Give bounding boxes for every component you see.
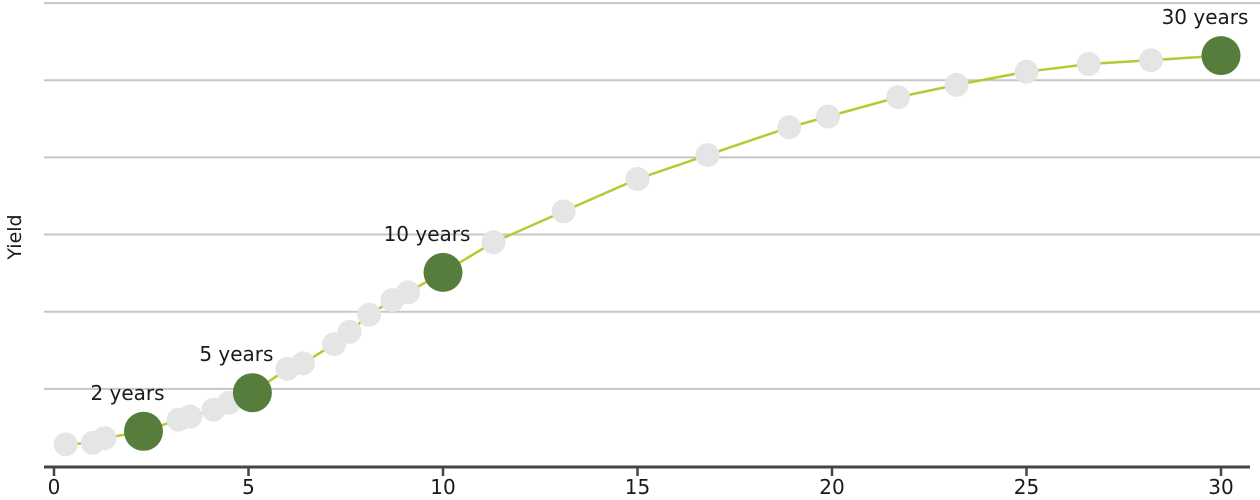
x-tick-label: 10 bbox=[430, 475, 455, 499]
highlighted-data-point bbox=[423, 252, 463, 292]
data-point bbox=[178, 404, 203, 429]
point-annotation: 2 years bbox=[90, 381, 164, 405]
highlighted-data-point bbox=[124, 411, 163, 451]
data-point bbox=[1139, 48, 1163, 73]
gridlines bbox=[44, 2, 1260, 390]
data-point bbox=[53, 432, 78, 457]
highlighted-data-point bbox=[1201, 36, 1241, 76]
data-point bbox=[92, 426, 117, 451]
x-tick-label: 30 bbox=[1208, 475, 1233, 499]
y-axis-label: Yield bbox=[4, 214, 26, 260]
point-annotation: 10 years bbox=[384, 222, 471, 246]
data-point bbox=[625, 167, 650, 191]
x-tick-label: 15 bbox=[625, 475, 650, 499]
data-point bbox=[551, 199, 576, 224]
x-tick-label: 0 bbox=[48, 475, 61, 499]
x-tick-label: 20 bbox=[819, 475, 844, 499]
data-point bbox=[357, 302, 382, 327]
x-axis: 0 5 10 15 20 25 30 bbox=[44, 465, 1250, 499]
highlighted-data-point bbox=[232, 373, 272, 413]
data-point bbox=[396, 280, 420, 305]
point-annotation: 30 years bbox=[1162, 5, 1249, 29]
data-point bbox=[816, 104, 841, 129]
point-annotation: 5 years bbox=[199, 342, 273, 366]
data-points bbox=[53, 36, 1241, 457]
annotations: 2 years 5 years 10 years 30 years bbox=[90, 5, 1248, 405]
data-point bbox=[695, 143, 720, 168]
x-tick-label: 25 bbox=[1014, 475, 1039, 499]
data-point bbox=[944, 72, 969, 97]
data-point bbox=[1076, 52, 1101, 76]
data-point bbox=[1014, 59, 1039, 84]
data-point bbox=[777, 115, 802, 140]
x-tick-label: 5 bbox=[242, 475, 255, 499]
data-point bbox=[886, 85, 911, 110]
data-point bbox=[291, 351, 315, 376]
data-point bbox=[337, 319, 362, 344]
data-point bbox=[481, 230, 506, 255]
